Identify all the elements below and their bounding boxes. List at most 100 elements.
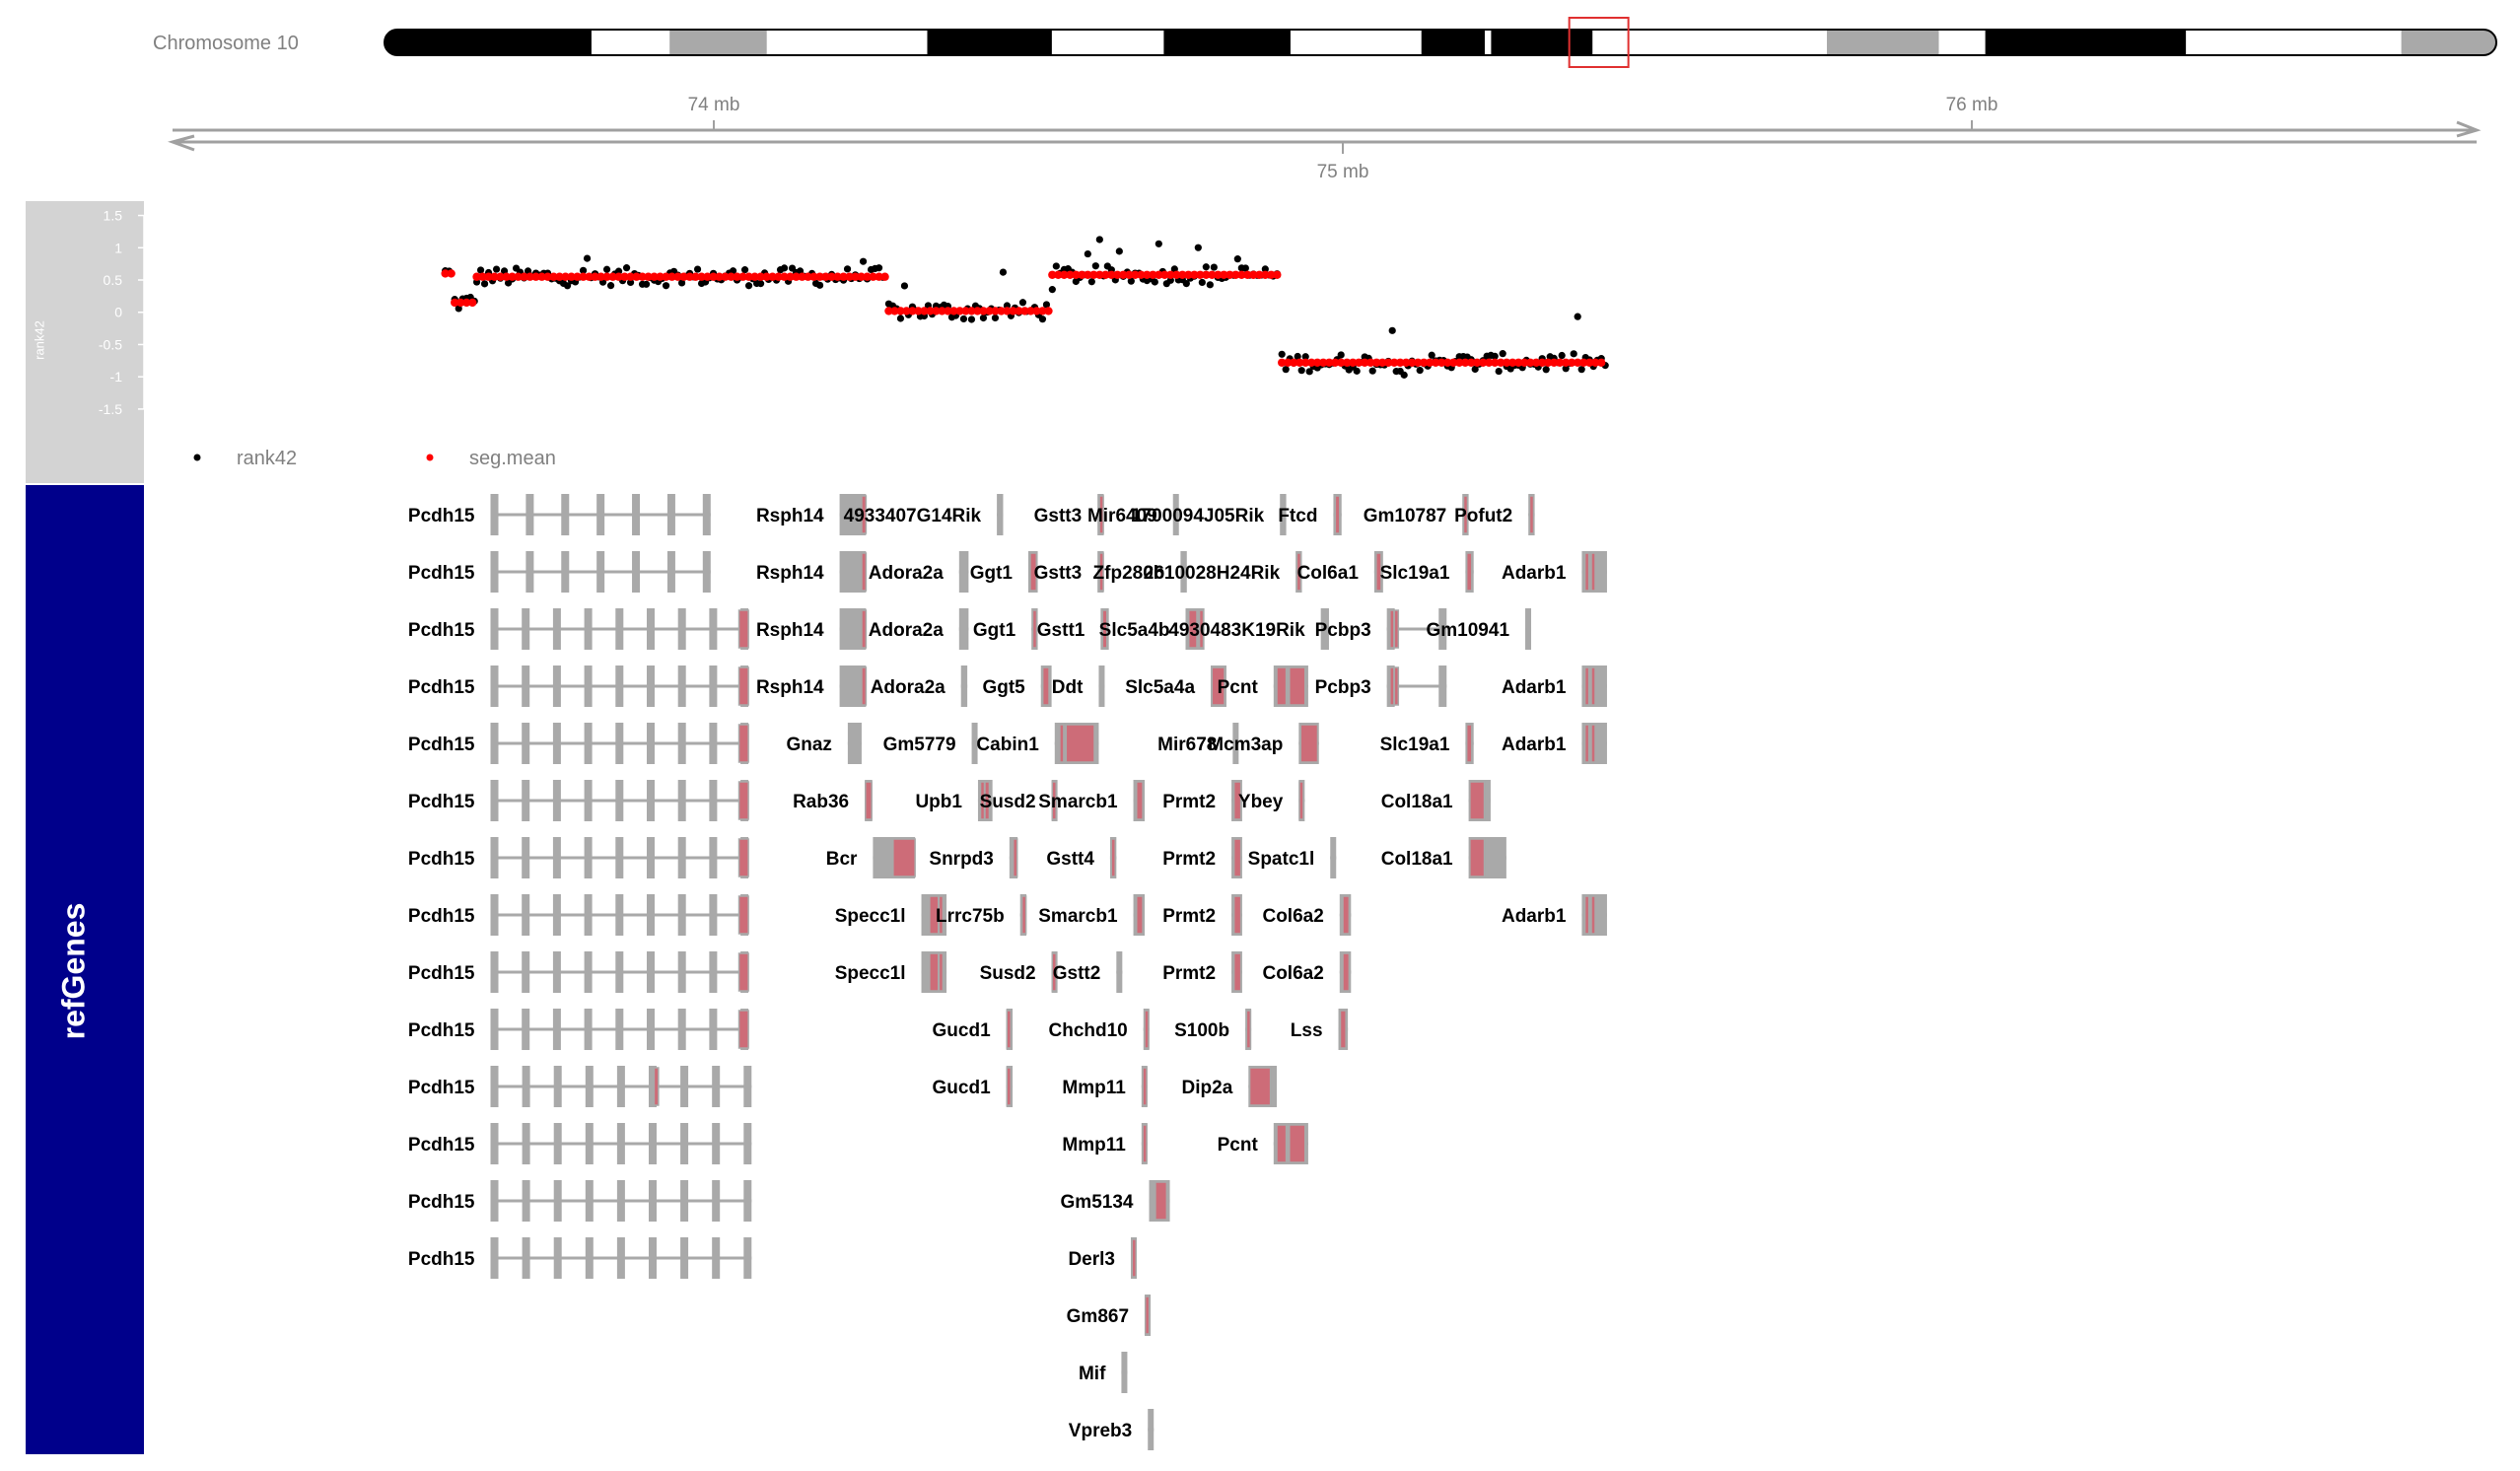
gene-model: Mmp11 bbox=[1062, 1066, 1148, 1107]
seg-mean-point bbox=[744, 272, 753, 281]
exon-block bbox=[552, 780, 561, 821]
gene-label: Adora2a bbox=[869, 620, 944, 641]
exon-block bbox=[743, 1180, 752, 1222]
exon-block bbox=[490, 894, 499, 936]
exon-block bbox=[709, 894, 718, 936]
rank42-point bbox=[622, 264, 631, 272]
seg-mean-point bbox=[1225, 270, 1234, 279]
gene-label: Mif bbox=[1079, 1364, 1106, 1384]
gene-label: Derl3 bbox=[1068, 1249, 1115, 1270]
exon-block bbox=[646, 837, 655, 878]
chromosome-label: Chromosome 10 bbox=[153, 33, 299, 54]
exon-block bbox=[525, 494, 534, 535]
exon-block bbox=[596, 551, 605, 593]
coding-exon bbox=[938, 895, 945, 935]
gene-model: Pcdh15 bbox=[408, 494, 711, 535]
exon-block bbox=[553, 1237, 562, 1279]
gene-model: Pcbp3 bbox=[1315, 608, 1447, 650]
seg-mean-point bbox=[1390, 358, 1399, 367]
seg-mean-point bbox=[1497, 358, 1505, 367]
seg-mean-point bbox=[1184, 270, 1193, 279]
seg-mean-point bbox=[1307, 358, 1316, 367]
gene-model: Pcbp3 bbox=[1315, 665, 1447, 707]
seg-mean-point bbox=[1479, 358, 1488, 367]
seg-mean-point bbox=[733, 272, 741, 281]
seg-mean-point bbox=[1579, 358, 1588, 367]
exon-block bbox=[1116, 951, 1123, 993]
coding-exon bbox=[1342, 952, 1351, 992]
gene-model: Smarcb1 bbox=[1038, 780, 1146, 821]
seg-mean-point bbox=[1278, 358, 1287, 367]
exon-block bbox=[490, 551, 499, 593]
exon-block bbox=[585, 1237, 594, 1279]
exon-block bbox=[490, 723, 499, 764]
exon-block bbox=[680, 1237, 689, 1279]
exon-block bbox=[1330, 837, 1337, 878]
gene-label: Slc19a1 bbox=[1380, 735, 1450, 755]
seg-mean-point bbox=[961, 307, 970, 315]
coding-exon bbox=[1232, 952, 1242, 992]
seg-mean-point bbox=[750, 272, 759, 281]
coding-exon bbox=[1583, 666, 1590, 706]
exon-block bbox=[632, 494, 641, 535]
rank42-point bbox=[1278, 350, 1286, 358]
gene-model: Pcdh15 bbox=[408, 1123, 752, 1164]
seg-mean-point bbox=[955, 307, 964, 315]
exon-block bbox=[646, 951, 655, 993]
seg-mean-point bbox=[902, 307, 911, 315]
seg-mean-point bbox=[809, 272, 818, 281]
coding-exon bbox=[1339, 1010, 1347, 1049]
seg-mean-point bbox=[520, 272, 528, 281]
seg-mean-point bbox=[1597, 358, 1606, 367]
gene-model: Susd2 bbox=[980, 951, 1058, 993]
gene-label: Pofut2 bbox=[1454, 506, 1512, 526]
seg-mean-point bbox=[514, 272, 523, 281]
gene-model: Susd2 bbox=[980, 780, 1058, 821]
coding-exon bbox=[1051, 952, 1057, 992]
gene-label: Gstt3 bbox=[1034, 563, 1083, 584]
gene-label: Specc1l bbox=[835, 963, 906, 984]
exon-block bbox=[522, 665, 530, 707]
gene-label: Slc19a1 bbox=[1380, 563, 1450, 584]
rank42-point bbox=[606, 282, 615, 290]
coding-exon bbox=[1248, 1067, 1272, 1106]
seg-mean-point bbox=[827, 272, 836, 281]
exon-block bbox=[646, 665, 655, 707]
seg-mean-point bbox=[468, 298, 477, 308]
coding-exon bbox=[1583, 724, 1590, 763]
exon-block bbox=[616, 1123, 625, 1164]
rank42-point bbox=[999, 268, 1008, 276]
seg-mean-point bbox=[798, 272, 806, 281]
coding-exon bbox=[1342, 895, 1351, 935]
gene-label: Mmp11 bbox=[1062, 1078, 1126, 1098]
seg-mean-point bbox=[1437, 358, 1446, 367]
coding-exon bbox=[1276, 666, 1288, 706]
cytoband bbox=[1290, 30, 1423, 55]
exon-block bbox=[743, 1123, 752, 1164]
exon-block bbox=[522, 723, 530, 764]
gene-model: Ybey bbox=[1238, 780, 1305, 821]
seg-mean-point bbox=[715, 272, 724, 281]
coding-exon bbox=[865, 781, 873, 820]
rank42-point bbox=[1495, 367, 1503, 376]
gene-model: S100b bbox=[1174, 1009, 1252, 1050]
coding-exon bbox=[1098, 495, 1104, 534]
seg-mean-point bbox=[1026, 307, 1035, 315]
gene-model: Bcr bbox=[826, 837, 916, 878]
seg-mean-point bbox=[815, 272, 824, 281]
exon-block bbox=[522, 608, 530, 650]
seg-mean-point bbox=[721, 272, 730, 281]
gene-model: Mir6409 bbox=[1087, 494, 1179, 535]
gene-model: Pcdh15 bbox=[408, 723, 749, 764]
seg-mean-point bbox=[561, 272, 570, 281]
rank42-point bbox=[1127, 277, 1135, 285]
gene-label: Mcm3ap bbox=[1208, 735, 1283, 755]
rank42-point bbox=[1558, 351, 1566, 360]
axis-tick-label: 75 mb bbox=[1317, 162, 1369, 182]
coding-exon bbox=[1041, 666, 1050, 706]
exon-block bbox=[615, 665, 624, 707]
gene-model: Specc1l bbox=[835, 951, 947, 993]
gene-model: Lrrc75b bbox=[936, 894, 1027, 936]
seg-mean-point bbox=[1060, 270, 1069, 279]
coding-exon bbox=[1276, 1124, 1288, 1163]
